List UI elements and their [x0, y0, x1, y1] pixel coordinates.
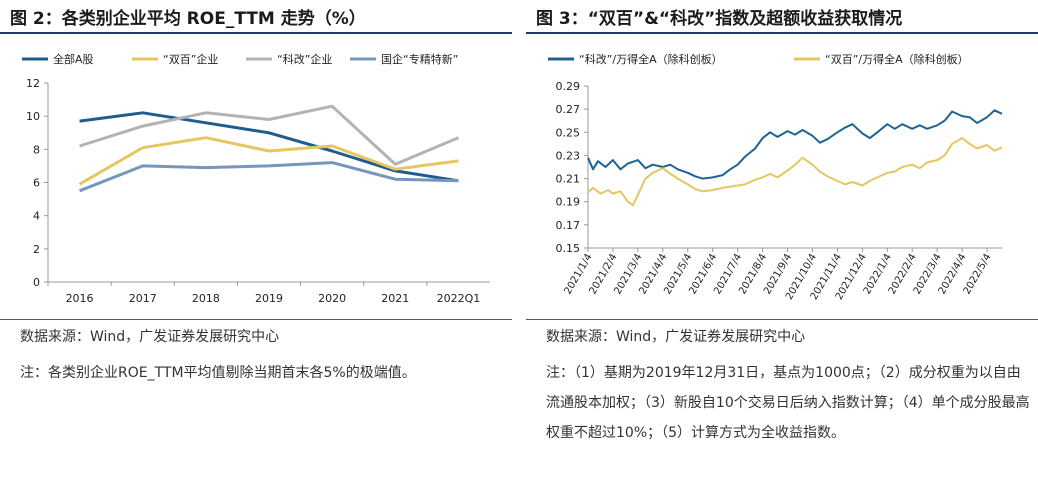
- y-tick-label: 6: [33, 177, 40, 190]
- roe-ttm-line-chart: 全部A股 “双百”企业 “科改”企业 国企“专精特新” 0 2 4 6 8 10 12 2016 201…: [22, 52, 490, 305]
- x-tick-label: 2017: [129, 292, 157, 305]
- y-tick-label: 8: [33, 143, 40, 156]
- left-figure-panel: 图 2：各类别企业平均 ROE_TTM 走势（%） 全部A股 “双百”企业 “科改”…: [0, 0, 512, 488]
- series-line: [587, 137, 1003, 207]
- x-tick-label: 2019: [255, 292, 283, 305]
- series-line: [587, 109, 1003, 180]
- y-tick-label: 2: [33, 243, 40, 256]
- figure-3-title: 图 3：“双百”&“科改”指数及超额收益获取情况: [536, 9, 903, 29]
- legend-label: “双百”企业: [163, 52, 218, 66]
- y-tick-label: 0.15: [556, 242, 581, 255]
- y-tick-label: 0.27: [556, 103, 581, 116]
- y-tick-label: 12: [26, 77, 40, 90]
- y-tick-label: 0.17: [556, 219, 581, 232]
- series-line: [78, 136, 459, 186]
- series-line: [79, 111, 459, 183]
- series-line: [79, 161, 459, 193]
- y-tick-label: 0.21: [556, 173, 581, 186]
- legend-label: 全部A股: [53, 52, 94, 66]
- legend-label: “科改”企业: [277, 52, 332, 66]
- bottom-rule: [0, 319, 512, 320]
- y-tick-label: 0.23: [556, 149, 581, 162]
- data-source-text: 数据来源：Wind，广发证券发展研究中心: [546, 329, 806, 345]
- y-tick-label: 0.29: [556, 80, 581, 93]
- index-excess-return-line-chart: “科改”/万得全A（除科创板） “双百”/万得全A（除科创板） 0.15 0.17 0.…: [548, 52, 1003, 302]
- data-source-text: 数据来源：Wind，广发证券发展研究中心: [20, 329, 280, 345]
- series-line: [79, 104, 459, 166]
- x-tick-label: 2022Q1: [437, 292, 481, 305]
- x-tick-label: 2021: [381, 292, 409, 305]
- x-tick-label: 2020: [318, 292, 346, 305]
- right-figure-panel: 图 3：“双百”&“科改”指数及超额收益获取情况 “科改”/万得全A（除科创板）…: [526, 0, 1038, 488]
- y-tick-label: 10: [26, 110, 40, 123]
- x-tick-label: 2018: [192, 292, 220, 305]
- legend-label: 国企“专精特新”: [381, 52, 458, 66]
- y-tick-label: 0: [33, 276, 40, 289]
- title-rule: [526, 32, 1038, 34]
- figure-2-title: 图 2：各类别企业平均 ROE_TTM 走势（%）: [10, 9, 366, 29]
- title-rule: [0, 32, 512, 34]
- legend-label: “双百”/万得全A（除科创板）: [825, 52, 969, 66]
- y-tick-label: 0.25: [556, 126, 581, 139]
- bottom-rule: [526, 319, 1038, 320]
- y-tick-label: 4: [33, 210, 40, 223]
- figure-note: 注：（1）基期为2019年12月31日，基点为1000点；（2）成分权重为以自由…: [546, 365, 1030, 441]
- y-tick-label: 0.19: [556, 196, 581, 209]
- x-tick-label: 2016: [66, 292, 94, 305]
- legend-label: “科改”/万得全A（除科创板）: [579, 52, 723, 66]
- figure-note: 注：各类别企业ROE_TTM平均值剔除当期首末各5%的极端值。: [20, 365, 416, 381]
